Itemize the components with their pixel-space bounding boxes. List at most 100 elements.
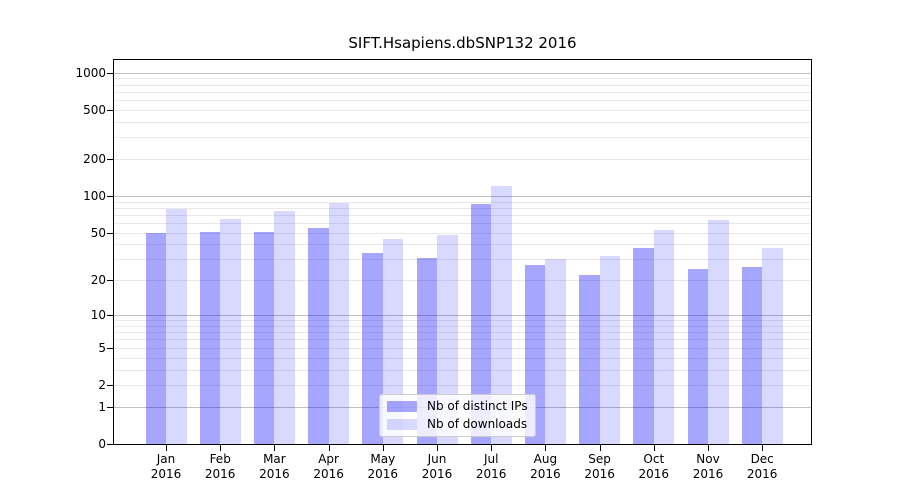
x-tick-label: May 2016 (367, 452, 399, 481)
y-tick-label: 5 (98, 340, 106, 355)
gridline-minor (114, 78, 811, 80)
gridline-minor (114, 325, 811, 327)
y-tick (107, 72, 114, 74)
y-tick (107, 280, 114, 282)
x-tick-label: Aug 2016 (530, 452, 561, 481)
bar-downloads (653, 229, 675, 444)
y-tick-label: 10 (90, 308, 106, 323)
legend-swatch-distinct-ips (387, 401, 417, 412)
bar-distinct-ips (470, 203, 492, 444)
x-tick-label: Jan 2016 (150, 452, 182, 481)
y-tick (107, 406, 114, 408)
y-tick (107, 158, 114, 160)
gridline-minor (114, 121, 811, 123)
bar-downloads (762, 248, 783, 444)
y-tick-label: 0 (98, 437, 106, 451)
gridline-minor (114, 223, 811, 224)
bar-downloads (599, 256, 621, 444)
x-tick (437, 445, 438, 451)
gridline-minor (114, 84, 811, 86)
x-tick-label: Feb 2016 (204, 452, 236, 481)
plot-area: Nb of distinct IPs Nb of downloads (113, 59, 812, 445)
gridline-minor (114, 207, 811, 209)
y-tick (107, 195, 114, 197)
x-tick-label: Mar 2016 (259, 452, 290, 481)
bar-distinct-ips (199, 231, 221, 444)
gridline-minor (114, 320, 811, 322)
bar-downloads (708, 219, 729, 444)
y-tick-label: 50 (90, 225, 106, 240)
y-tick (107, 444, 114, 445)
y-tick (107, 315, 114, 317)
gridline-minor (114, 214, 811, 216)
x-tick (491, 445, 493, 451)
legend: Nb of distinct IPs Nb of downloads (379, 394, 536, 437)
x-tick (599, 445, 601, 451)
y-tick-label: 2 (98, 377, 106, 392)
y-tick-label: 1 (98, 399, 106, 414)
x-tick-label: Sep 2016 (584, 452, 615, 481)
y-tick-label: 500 (83, 102, 106, 117)
gridline-minor (114, 339, 811, 341)
gridline-minor (114, 259, 811, 261)
gridline-minor (114, 232, 811, 234)
y-tick-label: 20 (90, 273, 106, 288)
gridline-minor (114, 201, 811, 203)
gridline-minor (114, 100, 811, 101)
gridline-minor (114, 357, 811, 359)
gridline-minor (114, 347, 811, 349)
bar-downloads (328, 202, 350, 444)
legend-row-distinct-ips: Nb of distinct IPs (387, 399, 528, 414)
bar-downloads (274, 210, 295, 444)
gridline-minor (114, 332, 811, 334)
y-tick-label: 200 (83, 151, 106, 166)
bar-downloads (220, 218, 241, 444)
bar-downloads (545, 259, 566, 444)
y-tick (107, 232, 114, 234)
gridline-minor (114, 137, 811, 139)
bar-downloads (437, 234, 458, 444)
x-tick (382, 445, 384, 451)
gridline-minor (114, 109, 811, 111)
bar-distinct-ips (308, 227, 329, 444)
x-tick (653, 445, 655, 451)
legend-swatch-downloads (387, 419, 417, 430)
gridline-minor (114, 158, 811, 160)
x-tick-label: Jun 2016 (421, 452, 453, 481)
gridline-minor (114, 244, 811, 246)
x-tick-label: Jul 2016 (475, 452, 507, 481)
x-tick (166, 445, 167, 451)
x-tick (328, 445, 330, 451)
gridline-minor (114, 384, 811, 386)
y-tick-label: 1000 (75, 65, 106, 80)
legend-row-downloads: Nb of downloads (387, 417, 528, 432)
x-tick-label: Apr 2016 (313, 452, 344, 481)
legend-label-distinct-ips: Nb of distinct IPs (427, 399, 528, 413)
bar-distinct-ips (253, 231, 275, 444)
x-tick (274, 445, 276, 451)
y-tick (107, 347, 114, 349)
gridline-minor (114, 369, 811, 371)
x-tick-label: Dec 2016 (746, 452, 778, 481)
y-tick (107, 109, 114, 111)
legend-label-downloads: Nb of downloads (427, 417, 528, 431)
x-tick (708, 445, 709, 451)
bar-downloads (382, 239, 404, 444)
bar-downloads (166, 209, 187, 444)
x-tick (762, 445, 764, 451)
bar-distinct-ips (579, 275, 600, 444)
gridline-major (114, 195, 811, 197)
bar-distinct-ips (687, 268, 708, 444)
bar-distinct-ips (362, 252, 383, 444)
gridline-major (114, 72, 811, 74)
gridline-minor (114, 91, 811, 93)
bar-downloads (491, 186, 512, 444)
gridline-major (114, 315, 811, 317)
x-tick-label: Oct 2016 (638, 452, 670, 481)
y-tick (107, 384, 114, 386)
gridline-minor (114, 280, 811, 282)
x-tick (220, 445, 222, 451)
bar-distinct-ips (145, 232, 166, 444)
x-tick-label: Nov 2016 (692, 452, 724, 481)
